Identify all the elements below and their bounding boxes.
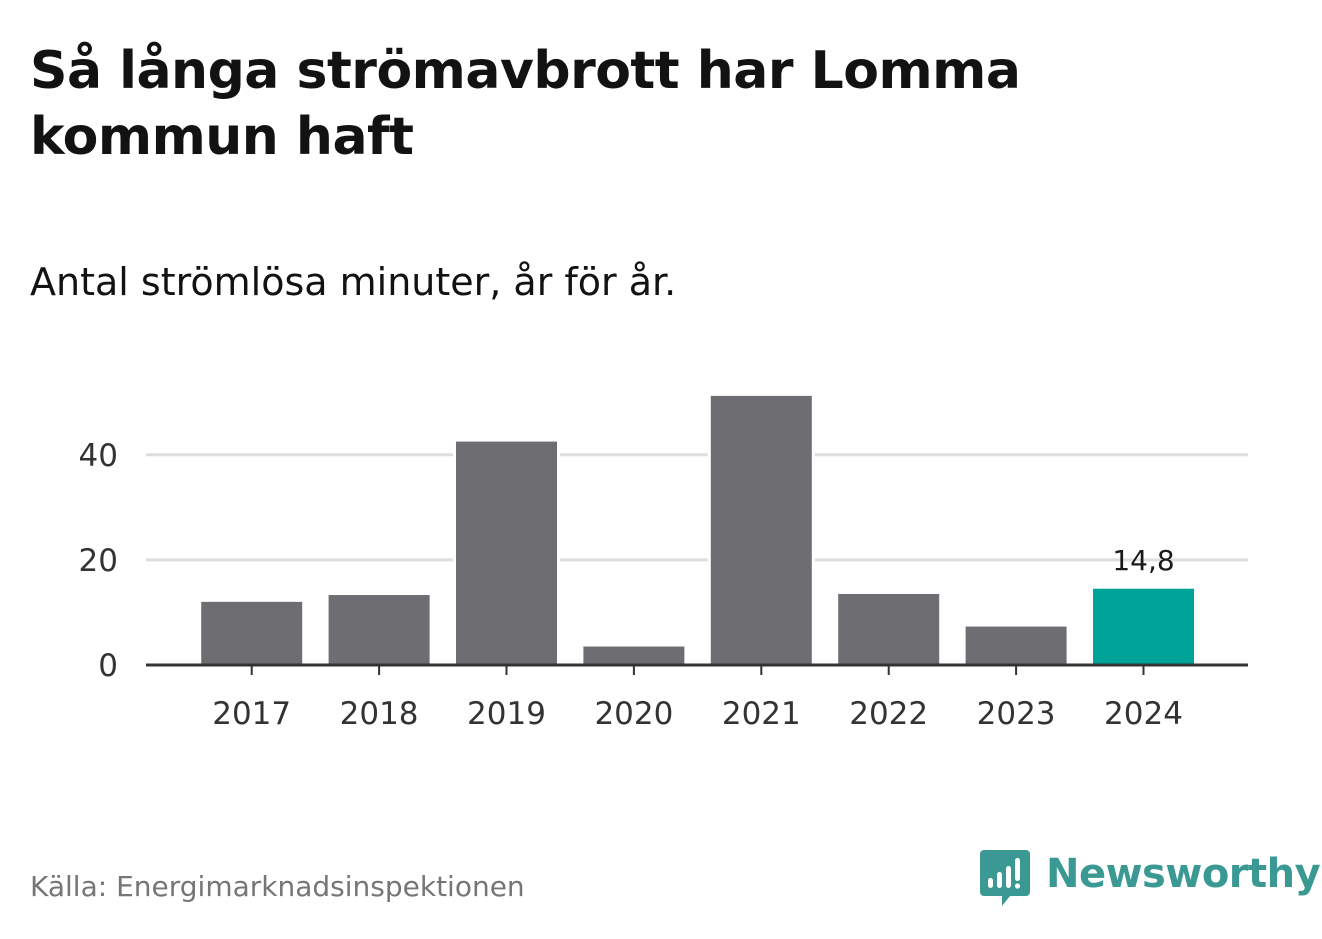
bar-2021 [707,392,815,667]
x-tick-label-2021: 2021 [722,696,801,732]
labels: 0 20 40 2017 2018 2019 2020 2021 2022 2023 2024 14,… [79,438,1183,732]
data-label-2024: 14,8 [1112,544,1174,577]
brand-name: Newsworthy [1046,851,1321,897]
x-tick-label-2019: 2019 [467,696,546,732]
bar-2020 [580,643,688,667]
bar-2023 [962,623,1070,667]
bar-2018 [325,592,433,667]
bar-2019 [453,438,560,667]
x-tick-label-2024: 2024 [1104,696,1183,732]
axes [146,663,1248,675]
x-tick-label-2018: 2018 [340,696,419,732]
bar-2022 [835,590,943,667]
y-tick-label: 0 [98,648,118,684]
y-tick-label: 20 [79,543,118,579]
source-note: Källa: Energimarknadsinspektionen [30,870,525,903]
x-tick-label-2020: 2020 [594,696,673,732]
bar-2024 [1090,585,1197,667]
newsworthy-bar-chart-icon [980,850,1030,906]
x-tick-label-2023: 2023 [977,696,1056,732]
x-tick-label-2017: 2017 [212,696,291,732]
bar-2017 [198,598,306,667]
y-tick-label: 40 [79,438,118,474]
chart-title: Så långa strömavbrott har Lomma kommun h… [30,41,1021,167]
grid-lines [146,453,1248,562]
x-tick-label-2022: 2022 [849,696,928,732]
chart-subtitle: Antal strömlösa minuter, år för år. [30,260,677,304]
brand-logo: Newsworthy [980,850,1321,910]
bars [198,392,1197,667]
